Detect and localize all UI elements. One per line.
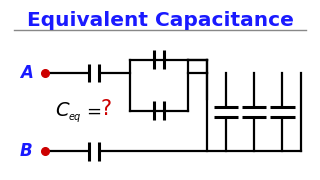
Text: $=$: $=$ <box>83 102 101 120</box>
Text: A: A <box>20 64 33 82</box>
Text: Equivalent Capacitance: Equivalent Capacitance <box>27 11 293 30</box>
Text: $\mathit{eq}$: $\mathit{eq}$ <box>68 112 82 124</box>
Text: $\mathit{C}$: $\mathit{C}$ <box>55 101 70 120</box>
Text: $?$: $?$ <box>100 99 111 119</box>
Text: B: B <box>20 142 33 160</box>
